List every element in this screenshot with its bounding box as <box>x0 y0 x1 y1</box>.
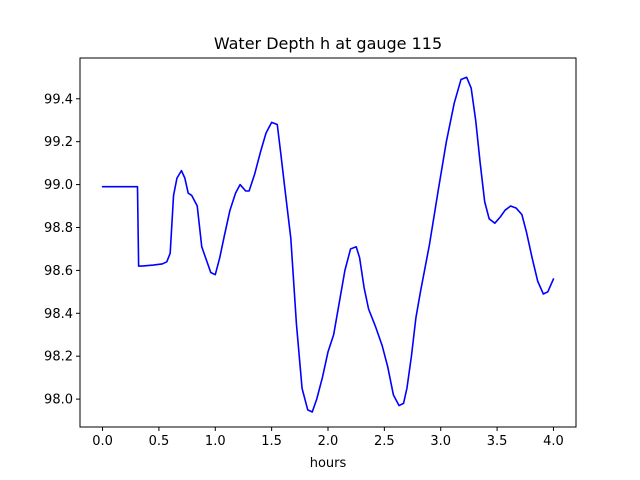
x-tick-label: 1.0 <box>205 434 226 449</box>
x-tick-label: 3.0 <box>430 434 451 449</box>
y-tick-label: 99.4 <box>44 92 73 107</box>
y-tick-label: 99.0 <box>44 178 73 193</box>
chart-title: Water Depth h at gauge 115 <box>214 34 442 53</box>
series-line-0 <box>101 76 555 413</box>
y-tick-label: 98.0 <box>44 393 73 408</box>
x-tick-label: 1.5 <box>261 434 282 449</box>
x-tick-label: 2.5 <box>374 434 395 449</box>
x-tick-label: 2.0 <box>318 434 339 449</box>
y-tick-label: 98.6 <box>44 264 73 279</box>
x-tick-label: 3.5 <box>487 434 508 449</box>
y-tick-label: 99.2 <box>44 135 73 150</box>
y-tick-label: 98.2 <box>44 350 73 365</box>
y-tick-label: 98.4 <box>44 307 73 322</box>
y-tick-label: 98.8 <box>44 221 73 236</box>
x-tick-label: 0.0 <box>92 434 113 449</box>
x-tick-label: 4.0 <box>543 434 564 449</box>
x-axis-label: hours <box>310 456 347 471</box>
x-tick-label: 0.5 <box>149 434 170 449</box>
